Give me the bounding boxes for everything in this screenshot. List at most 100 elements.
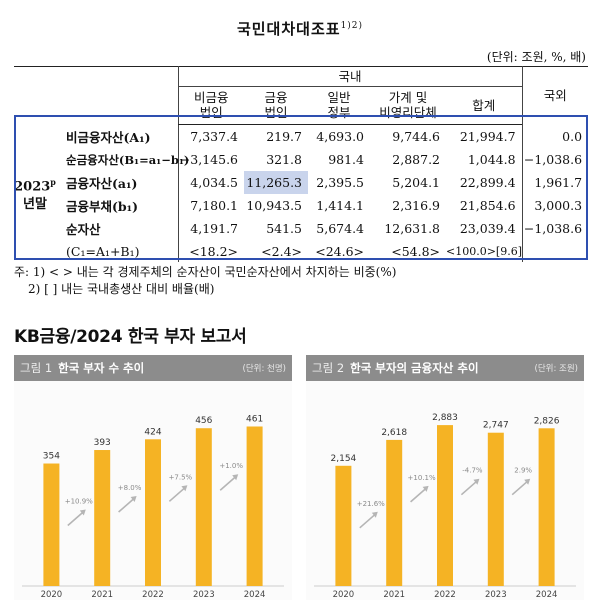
table-cell: 541.5 xyxy=(266,221,302,236)
header-col-3: 가계 및 비영리단체 xyxy=(370,86,446,125)
x-tick-label: 2024 xyxy=(536,590,558,600)
figure-1-header: 그림 1 한국 부자 수 추이 (단위: 천명) xyxy=(14,355,292,381)
report-title: KB금융/2024 한국 부자 보고서 xyxy=(14,327,247,347)
table-cell: <54.8> xyxy=(391,243,440,259)
growth-arrow xyxy=(511,480,529,496)
table-cell: −1,038.6 xyxy=(521,148,589,171)
table-cell: <24.6> xyxy=(315,243,364,259)
header-domestic: 국내 xyxy=(177,66,523,87)
unit-note: (단위: 조원, %, 배) xyxy=(486,50,586,64)
bar xyxy=(43,463,60,586)
figure-1-number: 그림 1 xyxy=(20,361,53,375)
table-cell: −3,145.6 xyxy=(177,148,244,171)
x-tick-label: 2022 xyxy=(142,590,164,600)
growth-arrow-head xyxy=(130,496,137,503)
row-group-year: 2023p 년말 xyxy=(14,176,56,212)
growth-arrow xyxy=(359,513,377,529)
table-cell: 0.0 xyxy=(521,124,589,148)
row-label: 금융자산(a₁) xyxy=(66,176,138,191)
table-cell: 219.7 xyxy=(266,129,302,144)
growth-arrow-head xyxy=(181,485,188,492)
row-label: 순자산 xyxy=(66,222,101,237)
growth-label: +1.0% xyxy=(219,462,243,470)
figure-2-title: 한국 부자의 금융자산 추이 xyxy=(350,361,479,375)
header-col-2: 일반 정부 xyxy=(308,86,370,125)
x-tick-label: 2020 xyxy=(333,590,355,600)
table-cell: 10,943.5 xyxy=(246,198,302,213)
row-label: 순금융자산(B₁=a₁−b₁) xyxy=(66,152,190,167)
table-row: (C₁=A₁+B₁) <18.2> <2.4> <24.6> <54.8> <1… xyxy=(14,240,589,262)
table-row: 2023p 년말 비금융자산(A₁) 7,337.4 219.7 4,693.0 … xyxy=(14,124,589,212)
growth-arrow xyxy=(219,475,237,491)
x-tick-label: 2022 xyxy=(434,590,456,600)
bar-value-label: 2,618 xyxy=(381,428,407,438)
balance-sheet-table: 국내 국외 비금융 법인 금융 법인 일반 정부 가계 및 비영리단체 합계 2023p… xyxy=(14,66,589,262)
growth-arrow-head xyxy=(422,485,429,492)
figure-1-unit: (단위: 천명) xyxy=(242,364,286,374)
figure-1: 그림 1 한국 부자 수 추이 (단위: 천명) 354 2020 393 2021 4… xyxy=(14,355,292,600)
row-label: 금융부채(b₁) xyxy=(66,199,139,214)
table-cell: 2,887.2 xyxy=(392,152,440,167)
growth-label: 2.9% xyxy=(514,467,532,475)
note-2: 2) [ ] 내는 국내총생산 대비 배율(배) xyxy=(28,282,215,296)
table-cell: <100.0>[9.6] xyxy=(446,244,523,258)
x-tick-label: 2020 xyxy=(41,590,63,600)
figure-1-chart: 354 2020 393 2021 424 2022 456 2023 461 2024 +10.9… xyxy=(22,414,284,600)
table-cell: <18.2> xyxy=(177,240,244,262)
table-cell: 21,994.7 xyxy=(459,129,516,144)
bar-value-label: 2,826 xyxy=(534,416,560,426)
table-row: 금융부채(b₁) 7,180.1 10,943.5 1,414.1 2,316.… xyxy=(14,194,589,217)
table-title-footnote: 1)2) xyxy=(340,21,364,31)
growth-arrow xyxy=(460,480,478,496)
bar xyxy=(94,450,111,586)
table-cell-highlighted: 11,265.3 xyxy=(244,171,308,194)
growth-arrow-head xyxy=(79,509,86,516)
table-cell: 981.4 xyxy=(328,152,364,167)
bar xyxy=(538,428,555,586)
bar-value-label: 354 xyxy=(43,452,60,462)
figure-2-chart: 2,154 2020 2,618 2021 2,883 2022 2,747 2023 2,82… xyxy=(314,413,576,600)
row-label: 비금융자산(A₁) xyxy=(66,129,151,145)
bar xyxy=(437,425,453,586)
header-col-1: 금융 법인 xyxy=(244,86,308,125)
bar xyxy=(335,465,352,586)
table-notes: 주: 1) < > 내는 각 경제주체의 순자산이 국민순자산에서 차지하는 비… xyxy=(14,264,396,298)
table-cell: 321.8 xyxy=(266,152,302,167)
table-title-text: 국민대차대조표 xyxy=(236,20,341,38)
x-tick-label: 2021 xyxy=(91,590,113,600)
table-title: 국민대차대조표1)2) xyxy=(0,18,600,39)
bar xyxy=(195,428,212,586)
growth-arrow-head xyxy=(473,478,480,485)
bar-value-label: 2,883 xyxy=(432,413,458,423)
figure-1-title: 한국 부자 수 추이 xyxy=(58,361,145,375)
growth-arrow xyxy=(67,510,85,527)
table-cell: 4,034.5 xyxy=(177,171,244,194)
table-cell: 1,961.7 xyxy=(521,171,589,194)
x-tick-label: 2021 xyxy=(383,590,405,600)
figure-2-header: 그림 2 한국 부자의 금융자산 추이 (단위: 조원) xyxy=(306,355,584,381)
row-label: (C₁=A₁+B₁) xyxy=(66,243,140,259)
table-row: 금융자산(a₁) 4,034.5 11,265.3 2,395.5 5,204.… xyxy=(14,171,589,194)
growth-arrow xyxy=(410,487,428,503)
bar-value-label: 2,747 xyxy=(483,421,509,431)
bar-value-label: 424 xyxy=(144,427,161,437)
table-cell: 4,693.0 xyxy=(316,129,364,144)
header-foreign: 국외 xyxy=(521,66,589,125)
table-cell: 1,414.1 xyxy=(316,198,364,213)
table-cell: 22,899.4 xyxy=(459,175,516,190)
growth-arrow-head xyxy=(232,474,239,481)
growth-label: +10.9% xyxy=(65,498,93,506)
table-cell: 23,039.4 xyxy=(459,221,516,236)
table-cell: 5,204.1 xyxy=(392,175,440,190)
table-cell: −1,038.6 xyxy=(521,217,589,240)
growth-label: +8.0% xyxy=(118,484,142,492)
bar xyxy=(246,426,263,586)
table-row: 순자산 4,191.7 541.5 5,674.4 12,631.8 23,03… xyxy=(14,217,589,240)
table-cell: 5,674.4 xyxy=(316,221,364,236)
table-cell: 7,337.4 xyxy=(177,124,244,148)
table-cell xyxy=(521,240,589,262)
bar-value-label: 456 xyxy=(195,416,212,426)
growth-label: +21.6% xyxy=(357,500,385,508)
bar-value-label: 2,154 xyxy=(331,454,357,464)
growth-arrow-head xyxy=(524,478,531,485)
